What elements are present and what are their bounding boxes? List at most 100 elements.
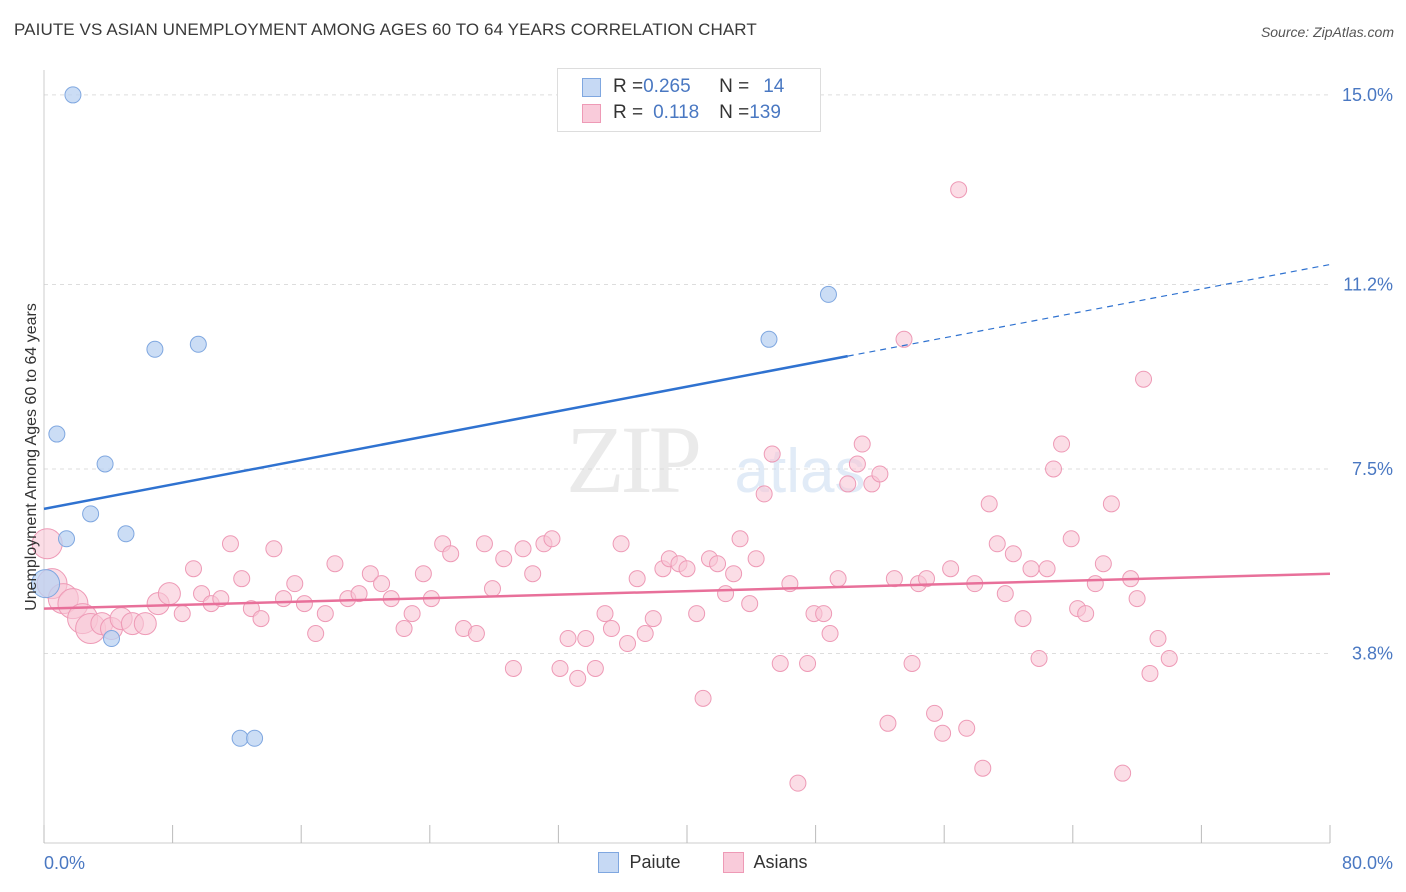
asians-point [569, 669, 587, 687]
asians-point [252, 610, 270, 628]
asians-point [980, 495, 998, 513]
asians-point [559, 630, 577, 648]
paiute-point [189, 335, 207, 353]
axes [43, 70, 1331, 844]
asians-point [316, 605, 334, 623]
asians-point [504, 659, 522, 677]
asians-point [514, 540, 532, 558]
asians-point [184, 560, 202, 578]
legend-item-paiute[interactable]: Paiute [598, 852, 681, 873]
asians-point [829, 570, 847, 588]
asians-point [763, 445, 781, 463]
legend-item-asians[interactable]: Asians [722, 852, 808, 873]
watermark: ZIP atlas [566, 406, 865, 513]
x-tick-label: 0.0% [44, 853, 85, 873]
asians-point [133, 612, 157, 636]
paiute-point [58, 530, 76, 548]
asians-point [524, 565, 542, 583]
asians-point [483, 580, 501, 598]
y-tick-label: 7.5% [1352, 459, 1393, 479]
asians-point [221, 535, 239, 553]
asians-point [495, 550, 513, 568]
y-tick-labels: 3.8% 7.5% 11.2% 15.0% [1342, 85, 1393, 664]
asians-point [619, 635, 637, 653]
asians-point [275, 590, 293, 608]
asians-point [475, 535, 493, 553]
x-tick-labels: 0.0% 80.0% [44, 853, 1393, 873]
y-tick-label: 3.8% [1352, 643, 1393, 663]
asians-point [934, 724, 952, 742]
asians-point [895, 330, 913, 348]
asians-point [173, 605, 191, 623]
asians-point [1094, 555, 1112, 573]
asians-point [543, 530, 561, 548]
chart-title: PAIUTE VS ASIAN UNEMPLOYMENT AMONG AGES … [14, 20, 757, 39]
asians-point [414, 565, 432, 583]
trend-lines [43, 263, 1331, 610]
asians-n-label: N = [719, 102, 750, 123]
asians-r-label: R = [613, 102, 644, 123]
asians-point [602, 620, 620, 638]
asians-point [286, 575, 304, 593]
paiute-point [48, 425, 66, 443]
asians-point [636, 625, 654, 643]
asians-point [586, 659, 604, 677]
paiute-n-label: N = [719, 76, 750, 97]
asians-point [871, 465, 889, 483]
watermark-atlas: atlas [735, 437, 866, 506]
asians-point [265, 540, 283, 558]
asians-point [694, 689, 712, 707]
asians-point [1062, 530, 1080, 548]
paiute-point [760, 330, 778, 348]
asians-point [1038, 560, 1056, 578]
paiute-point [819, 285, 837, 303]
asians-point [903, 654, 921, 672]
asians-point [361, 565, 379, 583]
asians-point [395, 620, 413, 638]
paiute-point [82, 505, 100, 523]
paiute-point [64, 86, 82, 104]
asians-point [628, 570, 646, 588]
asians-point [612, 535, 630, 553]
asians-point [747, 550, 765, 568]
asians-swatch [582, 103, 601, 123]
asians-point [988, 535, 1006, 553]
asians-trend-line [43, 572, 1331, 610]
asians-point [577, 630, 595, 648]
paiute-r-label: R = [613, 76, 644, 97]
asians-point [644, 610, 662, 628]
asians-point [350, 585, 368, 603]
asians-point [1030, 649, 1048, 667]
asians-point [741, 595, 759, 613]
asians-point [709, 555, 727, 573]
paiute-point [146, 340, 164, 358]
asians-point [551, 659, 569, 677]
asians-point [942, 560, 960, 578]
asians-point [596, 605, 614, 623]
asians-point [731, 530, 749, 548]
asians-point [1160, 649, 1178, 667]
asians-point [1102, 495, 1120, 513]
asians-point [725, 565, 743, 583]
asians-legend-label: Asians [753, 852, 808, 872]
asians-point [1045, 460, 1063, 478]
paiute-point [103, 630, 121, 648]
asians-point [1014, 610, 1032, 628]
asians-point [848, 455, 866, 473]
paiute-series [31, 86, 837, 747]
asians-point [1141, 664, 1159, 682]
asians-point [1086, 575, 1104, 593]
asians-point [789, 774, 807, 792]
paiute-trend-extension [847, 263, 1331, 357]
legend-row-asians: R = 0.118 N = 139 [582, 101, 781, 125]
asians-point [295, 595, 313, 613]
paiute-trend-line [43, 354, 848, 511]
asians-point [1149, 630, 1167, 648]
asians-point [326, 555, 344, 573]
watermark-zip: ZIP [566, 406, 699, 513]
paiute-point [117, 525, 135, 543]
y-tick-label: 11.2% [1343, 274, 1393, 294]
paiute-swatch [582, 77, 601, 97]
asians-point [815, 605, 833, 623]
